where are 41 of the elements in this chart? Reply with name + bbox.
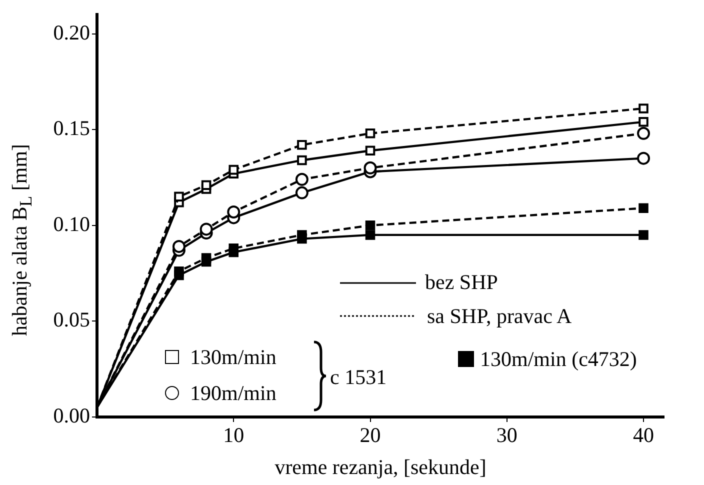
point [364,161,377,174]
point [295,172,308,186]
point [365,230,376,240]
point [638,117,648,127]
point [174,192,184,202]
annotation: 190m/min [190,381,276,405]
x-tick-label: 30 [496,423,518,448]
x-tick-label: 20 [360,423,381,448]
point [201,253,212,263]
point [201,180,212,190]
point [228,243,239,254]
y-tick-label: 0.20 [53,20,90,44]
point [228,164,239,175]
point [297,230,307,240]
point [200,222,213,236]
x-tick-label: 10 [223,423,244,448]
x-tick-label: 40 [633,423,654,448]
annotation: c 1531 [330,365,387,389]
point [638,203,648,214]
point [174,266,184,276]
y-tick-label: 0.05 [53,308,90,332]
point [172,240,186,253]
point [638,104,648,114]
point [227,205,240,218]
point [297,155,307,166]
point [637,126,650,140]
point [365,146,376,156]
annotation: 130m/min (c4732) [480,347,637,371]
point [365,128,376,138]
point [638,230,648,240]
y-tick-label: 0.00 [53,404,90,428]
point [297,140,307,150]
annotation: sa SHP, pravac A [427,304,572,328]
point [295,186,308,200]
x-axis-title: vreme rezanja, [sekunde] [274,454,486,479]
annotation: 130m/min [190,345,276,369]
point [637,152,650,165]
annotation: bez SHP [425,270,498,294]
y-tick-label: 0.15 [53,116,90,140]
y-tick-label: 0.10 [53,212,90,236]
point [365,220,376,230]
